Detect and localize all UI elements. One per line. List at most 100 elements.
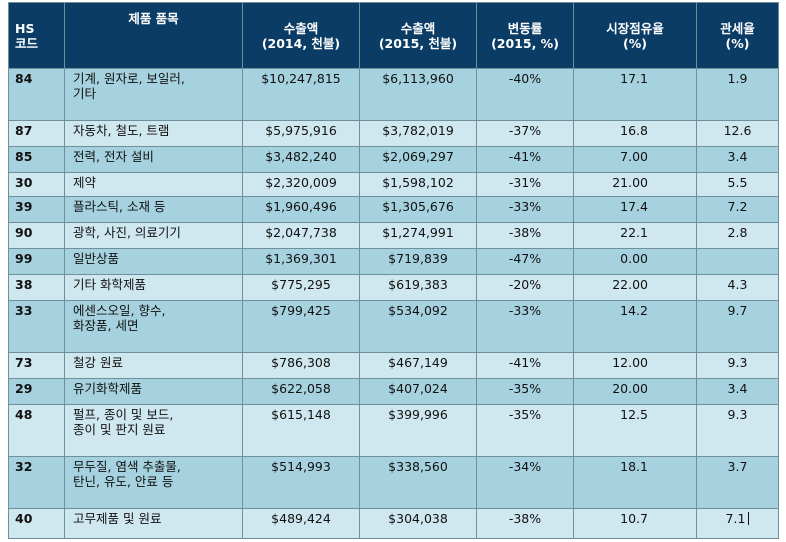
export-2014-cell: $514,993 bbox=[242, 456, 360, 509]
export-2015-text: $1,274,991 bbox=[382, 225, 454, 240]
market-share-cell: 17.4 bbox=[573, 196, 697, 223]
product-name-cell: 무두질, 염색 추출물, 탄닌, 유도, 안료 등 bbox=[64, 456, 243, 509]
change-rate-cell: -38% bbox=[476, 222, 574, 249]
export-table-container: HS 코드 제품 품목 수출액 (2014, 천불) 수출액 (2015, 천불) 변… bbox=[8, 2, 779, 539]
export-2014-cell: $3,482,240 bbox=[242, 146, 360, 173]
export-2014-text: $489,424 bbox=[271, 511, 331, 526]
hs-code-text: 99 bbox=[15, 251, 33, 266]
export-2014-cell: $786,308 bbox=[242, 352, 360, 379]
header-hs-code: HS 코드 bbox=[8, 2, 65, 69]
table-row: 90 광학, 사진, 의료기기 $2,047,738 $1,274,991 -38% 22… bbox=[8, 222, 779, 249]
change-rate-text: -34% bbox=[508, 459, 542, 474]
change-rate-text: -40% bbox=[508, 71, 542, 86]
tariff-rate-cell: 12.6 bbox=[696, 120, 779, 147]
export-2014-text: $514,993 bbox=[271, 459, 331, 474]
product-name-cell: 펄프, 종이 및 보드, 종이 및 판지 원료 bbox=[64, 404, 243, 457]
export-2015-text: $2,069,297 bbox=[382, 149, 454, 164]
change-rate-text: -37% bbox=[508, 123, 542, 138]
export-2015-text: $304,038 bbox=[388, 511, 448, 526]
hs-code-cell: 38 bbox=[8, 274, 65, 301]
market-share-cell: 10.7 bbox=[573, 508, 697, 539]
tariff-rate-cell: 9.7 bbox=[696, 300, 779, 353]
hs-code-cell: 33 bbox=[8, 300, 65, 353]
export-2014-cell: $10,247,815 bbox=[242, 68, 360, 121]
change-rate-text: -20% bbox=[508, 277, 542, 292]
market-share-text: 14.2 bbox=[620, 303, 648, 318]
product-name-line2: 종이 및 판지 원료 bbox=[73, 422, 166, 437]
export-2014-cell: $2,320,009 bbox=[242, 172, 360, 197]
header-export-2014: 수출액 (2014, 천불) bbox=[242, 2, 360, 69]
change-rate-text: -35% bbox=[508, 407, 542, 422]
hs-code-text: 39 bbox=[15, 199, 33, 214]
export-2014-cell: $2,047,738 bbox=[242, 222, 360, 249]
export-2014-cell: $1,369,301 bbox=[242, 248, 360, 275]
product-name-cell: 기타 화학제품 bbox=[64, 274, 243, 301]
change-rate-cell: -33% bbox=[476, 196, 574, 223]
market-share-text: 10.7 bbox=[620, 511, 648, 526]
hs-code-text: 90 bbox=[15, 225, 33, 240]
table-row: 32 무두질, 염색 추출물, 탄닌, 유도, 안료 등 $514,993 $338,5… bbox=[8, 456, 779, 509]
change-rate-cell: -34% bbox=[476, 456, 574, 509]
hs-code-cell: 87 bbox=[8, 120, 65, 147]
export-2014-cell: $5,975,916 bbox=[242, 120, 360, 147]
product-name-cell: 고무제품 및 원료 bbox=[64, 508, 243, 539]
market-share-cell: 17.1 bbox=[573, 68, 697, 121]
change-rate-cell: -41% bbox=[476, 352, 574, 379]
export-2015-text: $338,560 bbox=[388, 459, 448, 474]
hs-code-text: 30 bbox=[15, 175, 33, 190]
product-name-cell: 유기화학제품 bbox=[64, 378, 243, 405]
change-rate-cell: -47% bbox=[476, 248, 574, 275]
market-share-cell: 22.00 bbox=[573, 274, 697, 301]
export-2015-cell: $1,598,102 bbox=[359, 172, 477, 197]
tariff-rate-text: 7.2 bbox=[727, 199, 748, 214]
table-row: 29 유기화학제품 $622,058 $407,024 -35% 20.00 3.4 bbox=[8, 378, 779, 405]
table-row: 87 자동차, 철도, 트램 $5,975,916 $3,782,019 -37% 16.… bbox=[8, 120, 779, 147]
hs-code-cell: 29 bbox=[8, 378, 65, 405]
tariff-rate-cell: 9.3 bbox=[696, 404, 779, 457]
hs-code-cell: 84 bbox=[8, 68, 65, 121]
export-2015-cell: $534,092 bbox=[359, 300, 477, 353]
hs-code-text: 87 bbox=[15, 123, 33, 138]
market-share-text: 12.00 bbox=[612, 355, 648, 370]
product-name-cell: 철강 원료 bbox=[64, 352, 243, 379]
change-rate-text: -35% bbox=[508, 381, 542, 396]
market-share-cell: 21.00 bbox=[573, 172, 697, 197]
change-rate-text: -38% bbox=[508, 225, 542, 240]
change-rate-text: -33% bbox=[508, 199, 542, 214]
tariff-rate-cell: 7.2 bbox=[696, 196, 779, 223]
tariff-rate-text: 9.7 bbox=[727, 303, 748, 318]
hs-code-cell: 39 bbox=[8, 196, 65, 223]
product-name-line1: 펄프, 종이 및 보드, bbox=[73, 407, 174, 422]
table-row: 30 제약 $2,320,009 $1,598,102 -31% 21.00 5.5 bbox=[8, 172, 779, 197]
product-name-cell: 에센스오일, 향수, 화장품, 세면 bbox=[64, 300, 243, 353]
hs-code-text: 48 bbox=[15, 407, 33, 422]
export-2015-text: $6,113,960 bbox=[382, 71, 454, 86]
tariff-rate-cell bbox=[696, 248, 779, 275]
export-2015-text: $467,149 bbox=[388, 355, 448, 370]
export-2015-cell: $719,839 bbox=[359, 248, 477, 275]
table-row: 99 일반상품 $1,369,301 $719,839 -47% 0.00 bbox=[8, 248, 779, 275]
export-2015-cell: $2,069,297 bbox=[359, 146, 477, 173]
change-rate-cell: -35% bbox=[476, 378, 574, 405]
product-name-line1: 플라스틱, 소재 등 bbox=[73, 199, 166, 214]
table-row: 84 기계, 원자로, 보일러, 기타 $10,247,815 $6,113,960 -4… bbox=[8, 68, 779, 121]
header-row: HS 코드 제품 품목 수출액 (2014, 천불) 수출액 (2015, 천불) 변… bbox=[8, 2, 779, 69]
product-name-line1: 기계, 원자로, 보일러, bbox=[73, 71, 185, 86]
export-2014-text: $786,308 bbox=[271, 355, 331, 370]
market-share-text: 7.00 bbox=[620, 149, 648, 164]
hs-code-cell: 40 bbox=[8, 508, 65, 539]
export-2015-text: $619,383 bbox=[388, 277, 448, 292]
table-row: 73 철강 원료 $786,308 $467,149 -41% 12.00 9.3 bbox=[8, 352, 779, 379]
market-share-cell: 7.00 bbox=[573, 146, 697, 173]
export-2015-text: $1,305,676 bbox=[382, 199, 454, 214]
table-row: 39 플라스틱, 소재 등 $1,960,496 $1,305,676 -33% 17.4… bbox=[8, 196, 779, 223]
market-share-text: 22.00 bbox=[612, 277, 648, 292]
product-name-line1: 유기화학제품 bbox=[73, 381, 143, 396]
export-2015-cell: $467,149 bbox=[359, 352, 477, 379]
change-rate-text: -41% bbox=[508, 355, 542, 370]
header-export-2015: 수출액 (2015, 천불) bbox=[359, 2, 477, 69]
tariff-rate-text: 1.9 bbox=[727, 71, 748, 86]
header-tariff: 관세율 (%) bbox=[696, 2, 779, 69]
table-row: 38 기타 화학제품 $775,295 $619,383 -20% 22.00 4.3 bbox=[8, 274, 779, 301]
market-share-text: 20.00 bbox=[612, 381, 648, 396]
